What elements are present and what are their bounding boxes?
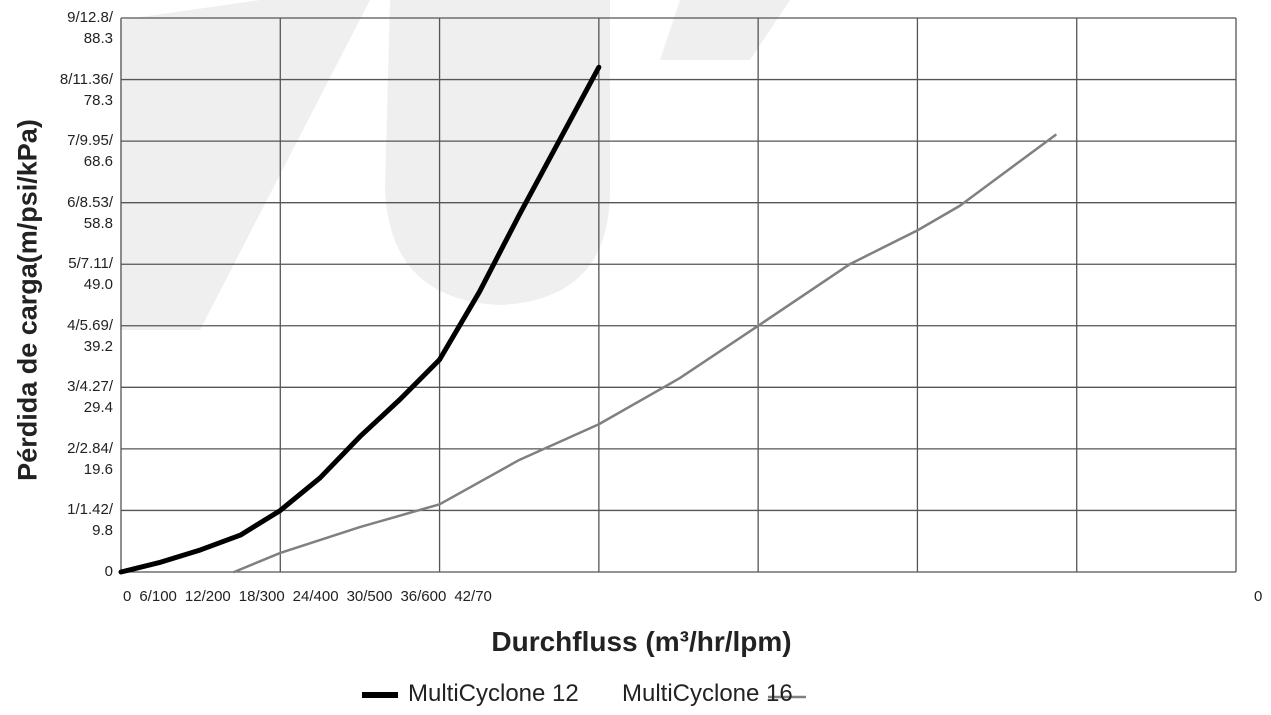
legend-label: MultiCyclone 16: [622, 680, 793, 707]
x-tick-label: 6/100: [139, 588, 177, 605]
y-tick-label: 2/2.84/ 19.6: [67, 439, 113, 478]
watermark: [120, 0, 790, 330]
x-tick-label: 12/200: [184, 588, 231, 605]
y-tick-label: 6/8.53/ 58.8: [67, 193, 113, 232]
x-tick-label: 18/300: [238, 588, 285, 605]
x-tick-label: 0: [123, 588, 132, 605]
x-tick-labels: 0 6/100 12/200 18/300 24/400 30/500 36/600 42/7…: [123, 588, 492, 605]
x-tick-label: 42/70: [454, 588, 492, 605]
x-axis-title: Durchfluss (m³/hr/lpm): [491, 626, 792, 657]
y-tick-label: 9/12.8/ 88.3: [67, 9, 113, 47]
x-tick-label: 30/500: [346, 588, 393, 605]
series-line: [232, 133, 1057, 574]
y-tick-label: 8/11.36/ 78.3: [59, 70, 113, 109]
legend-label: MultiCyclone 12: [408, 680, 579, 707]
series-line: [118, 64, 602, 575]
plot: [118, 64, 1057, 575]
x-tick-label: 24/400: [292, 588, 339, 605]
y-tick-label: 4/5.69/ 39.2: [67, 316, 113, 355]
y-tick-label: 1/1.42/ 9.8: [67, 501, 113, 540]
annotation: 0: [1254, 588, 1263, 605]
y-tick-label: 0: [104, 563, 113, 580]
y-tick-label: 7/9.95/ 68.6: [67, 132, 113, 171]
grid: [120, 17, 1237, 573]
y-tick-label: 3/4.27/ 29.4: [67, 378, 113, 417]
y-tick-label: 5/7.11/ 49.0: [68, 255, 113, 294]
y-axis-title: Pérdida de carga(m/psi/kPa): [12, 119, 43, 481]
x-tick-label: 36/600: [400, 588, 447, 605]
